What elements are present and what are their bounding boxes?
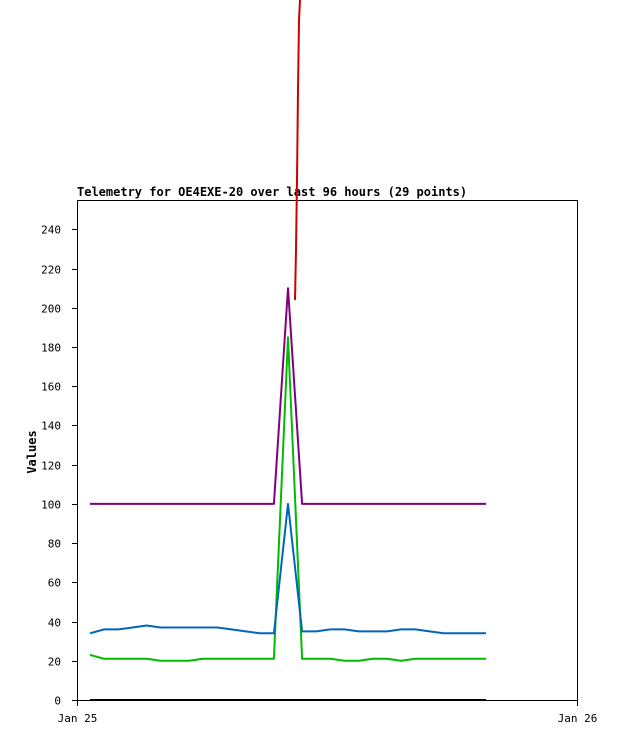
chart-title: Telemetry for OE4EXE-20 over last 96 hou… [77,185,467,199]
series-line [89,502,486,635]
series-line [90,287,486,505]
red-series-off-scale-line [294,0,301,301]
x-tick-label: Jan 25 [58,712,98,725]
y-axis-ticks: 0 20 40 60 80 100 120 140 160 180 200 220 240 [41,224,77,708]
y-tick-label: 80 [48,538,61,551]
y-tick-label: 0 [54,695,61,708]
y-tick-label: 140 [41,420,61,433]
y-tick-label: 180 [41,342,61,355]
y-axis-label: Values [25,430,39,473]
x-tick-label: Jan 26 [558,712,598,725]
x-axis-ticks: Jan 25 Jan 26 [58,700,598,725]
y-tick-label: 20 [48,656,61,669]
y-tick-label: 240 [41,224,61,237]
y-tick-label: 200 [41,303,61,316]
y-tick-label: 220 [41,264,61,277]
y-tick-label: 120 [41,460,61,473]
y-tick-label: 40 [48,617,61,630]
series-line [89,336,486,662]
y-tick-label: 100 [41,499,61,512]
series-lines [89,287,486,701]
y-tick-label: 60 [48,577,61,590]
y-tick-label: 160 [41,381,61,394]
